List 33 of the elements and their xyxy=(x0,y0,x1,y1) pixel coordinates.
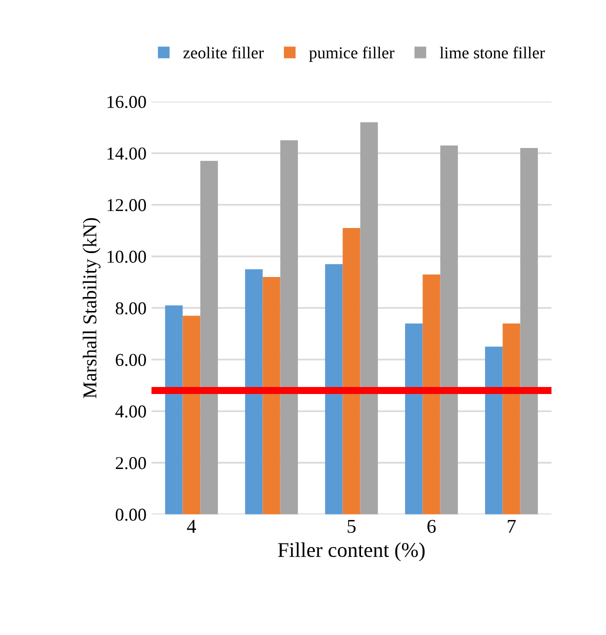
x-tick-label: 5 xyxy=(348,520,356,533)
bar xyxy=(262,277,280,514)
y-tick-label: 12.00 xyxy=(108,199,146,212)
y-tick-label: 16.00 xyxy=(108,96,146,108)
x-axis-title: Filler content (%) xyxy=(278,542,425,562)
y-tick-label: 10.00 xyxy=(108,250,146,263)
legend-label: zeolite filler xyxy=(183,46,264,58)
y-tick-label: 0.00 xyxy=(116,508,146,521)
bar xyxy=(165,305,183,514)
bar xyxy=(422,274,440,514)
bar xyxy=(360,122,378,514)
x-tick-label: 6 xyxy=(427,520,436,533)
bar xyxy=(342,228,360,514)
legend-label: pumice filler xyxy=(309,46,394,62)
bar xyxy=(440,145,458,514)
bar xyxy=(405,323,423,514)
bar xyxy=(182,316,200,514)
legend-label: lime stone filler xyxy=(440,46,545,58)
y-tick-label: 14.00 xyxy=(108,147,146,160)
bar xyxy=(200,160,218,514)
y-tick-label: 8.00 xyxy=(116,302,146,314)
y-tick-label: 4.00 xyxy=(115,405,146,418)
y-axis-title: Marshall Stability (kN) xyxy=(82,218,100,398)
bar xyxy=(520,148,538,514)
bar xyxy=(325,264,343,514)
bar xyxy=(502,323,520,514)
y-tick-label: 6.00 xyxy=(116,354,146,366)
bar xyxy=(280,140,298,514)
bar xyxy=(245,269,263,514)
x-tick-label: 7 xyxy=(508,520,516,533)
y-tick-label: 2.00 xyxy=(116,457,146,470)
x-tick-label: 4 xyxy=(187,520,196,533)
bar xyxy=(485,346,503,514)
